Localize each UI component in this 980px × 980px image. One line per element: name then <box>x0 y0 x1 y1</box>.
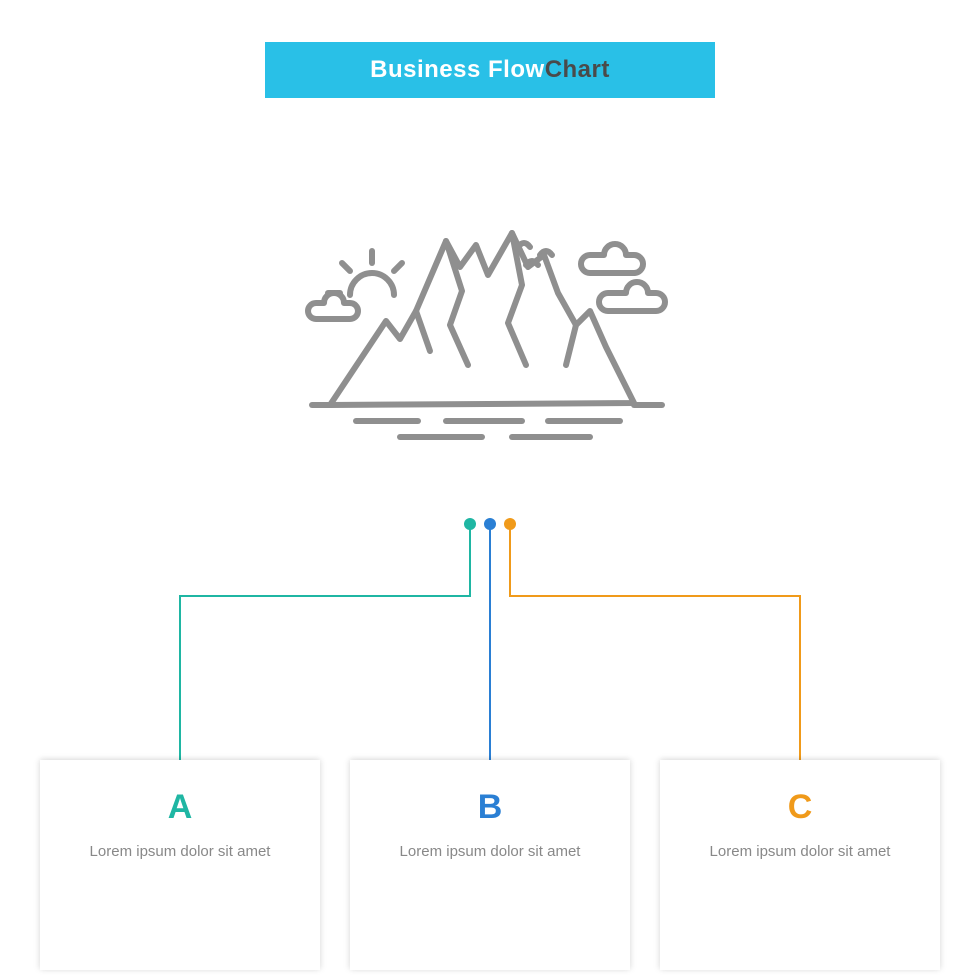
card-body-a: Lorem ipsum dolor sit amet <box>64 841 297 862</box>
card-letter-a: A <box>168 788 193 827</box>
mountain-landscape-icon <box>290 215 690 455</box>
title-pre: Business Flow <box>370 56 545 84</box>
card-b: B Lorem ipsum dolor sit amet <box>350 760 630 970</box>
cards-row: A Lorem ipsum dolor sit amet B Lorem ips… <box>40 760 940 970</box>
card-a: A Lorem ipsum dolor sit amet <box>40 760 320 970</box>
page-title: Business Flow Chart <box>265 42 715 98</box>
title-post: Chart <box>545 56 610 84</box>
card-letter-b: B <box>478 788 503 827</box>
card-letter-c: C <box>788 788 813 827</box>
card-body-b: Lorem ipsum dolor sit amet <box>374 841 607 862</box>
infographic-stage: Business Flow Chart <box>0 0 980 980</box>
card-body-c: Lorem ipsum dolor sit amet <box>684 841 917 862</box>
card-c: C Lorem ipsum dolor sit amet <box>660 760 940 970</box>
